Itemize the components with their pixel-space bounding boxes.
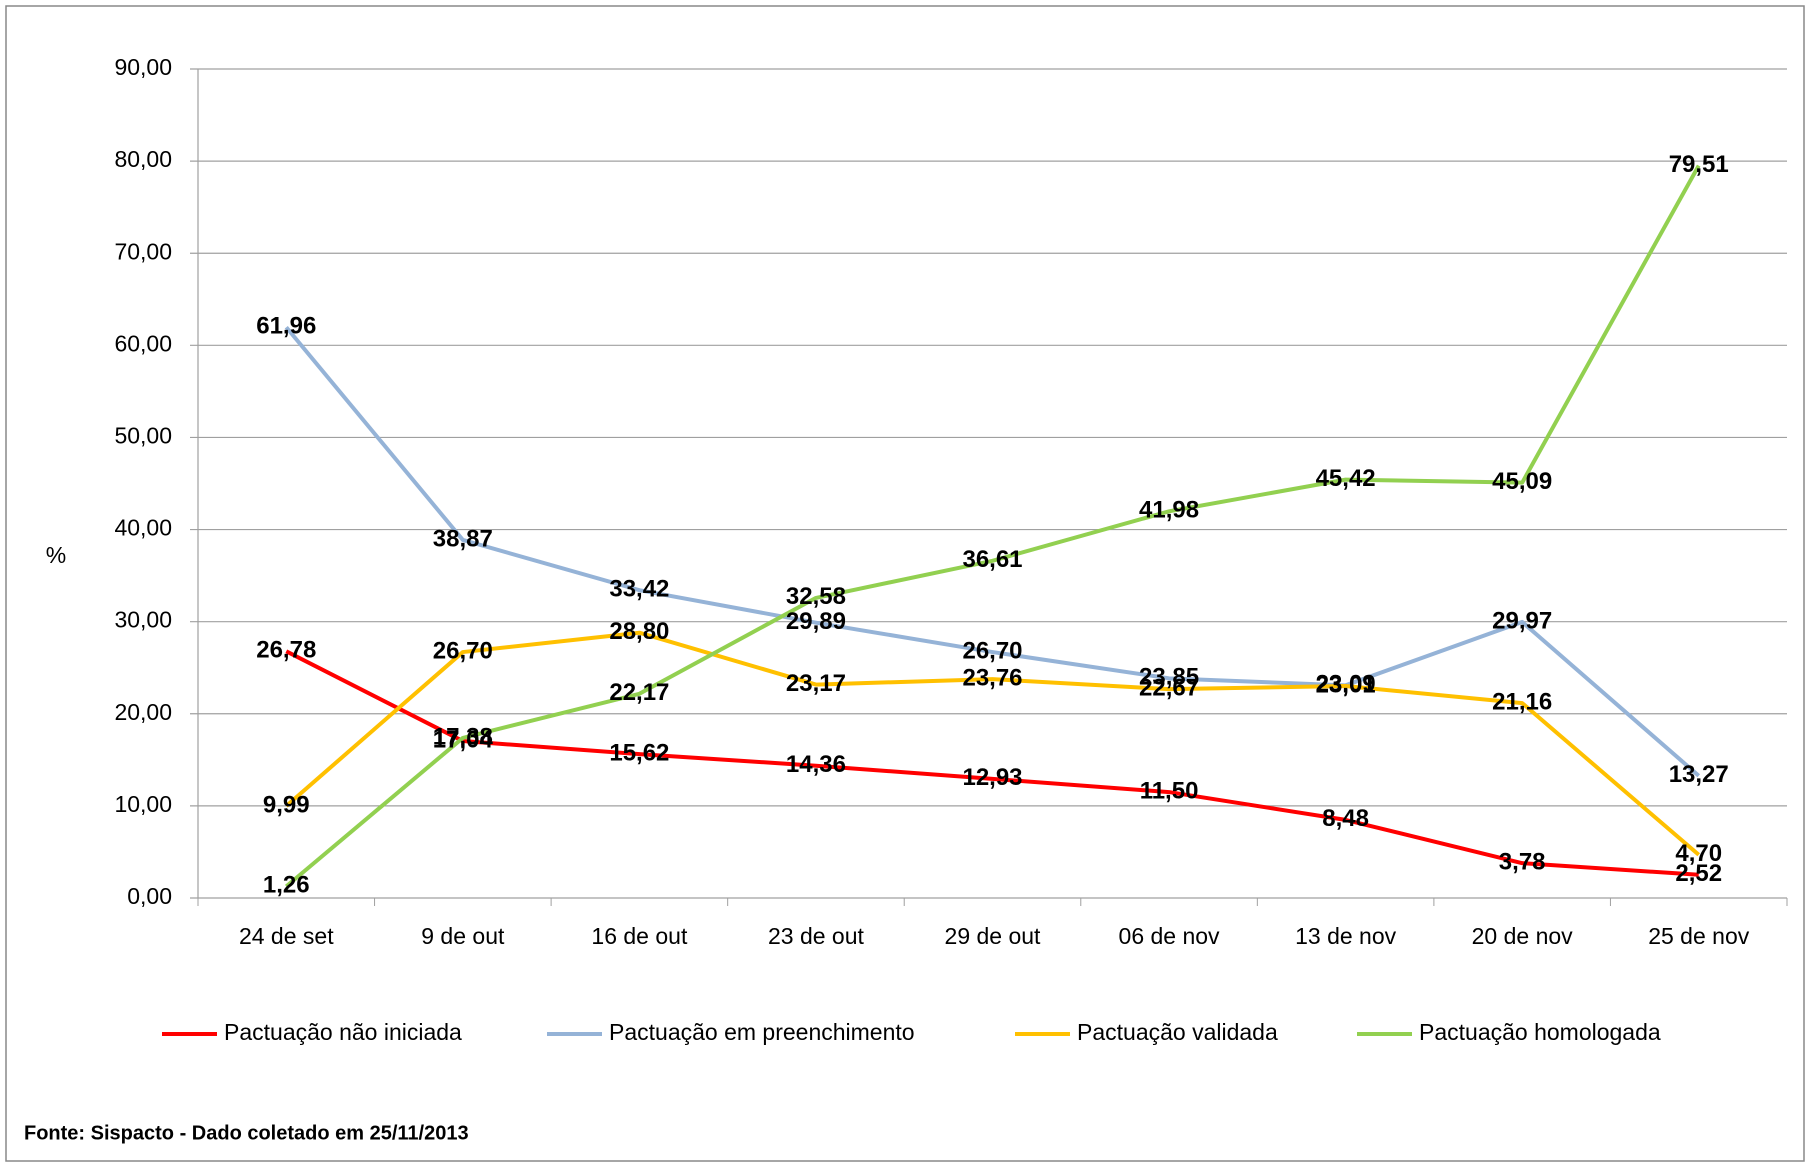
data-label: 28,80 [609,618,669,645]
legend-label: Pactuação homologada [1419,1019,1661,1045]
data-label: 1,26 [263,872,310,899]
series-line [285,649,1699,877]
data-label: 26,70 [433,637,493,664]
data-label: 11,50 [1140,777,1199,804]
data-label: 45,42 [1316,465,1376,492]
data-label: 14,36 [786,751,846,778]
data-label: 22,67 [1139,675,1199,702]
x-tick-label: 13 de nov [1295,923,1397,949]
data-label: 13,27 [1669,761,1729,788]
x-tick-label: 23 de out [768,923,865,949]
data-label: 79,51 [1669,151,1729,178]
source-note: Fonte: Sispacto - Dado coletado em 25/11… [24,1122,469,1144]
data-label: 23,76 [962,664,1022,691]
y-tick-label: 50,00 [114,423,172,449]
chart-border [5,5,1805,1162]
data-label: 32,58 [786,583,846,610]
y-axis-label: % [46,542,66,568]
data-label: 21,16 [1492,688,1552,715]
data-label: 22,17 [609,679,669,706]
data-label: 26,70 [962,637,1022,664]
data-label: 17,04 [433,726,494,753]
data-label: 29,97 [1492,607,1552,634]
legend-label: Pactuação em preenchimento [609,1019,915,1045]
x-tick-label: 25 de nov [1648,923,1750,949]
data-label: 17,38 [433,723,493,750]
data-label: 2,52 [1675,860,1722,887]
data-label: 23,85 [1139,664,1199,691]
x-tick-label: 20 de nov [1472,923,1574,949]
data-label: 4,70 [1675,840,1722,867]
y-tick-label: 10,00 [114,791,172,817]
data-label: 15,62 [609,739,669,766]
data-label: 41,98 [1139,497,1199,524]
data-label: 29,89 [786,608,846,635]
data-label: 26,78 [256,637,316,664]
data-label: 3,78 [1499,849,1546,876]
y-tick-label: 60,00 [114,330,172,356]
y-tick-label: 30,00 [114,607,172,633]
x-tick-label: 9 de out [421,923,505,949]
data-label: 23,09 [1316,671,1376,698]
series-line [284,630,1701,857]
series-line [284,326,1701,778]
data-label: 23,17 [786,670,846,697]
y-tick-label: 80,00 [114,146,172,172]
data-label: 45,09 [1492,468,1552,495]
data-label: 61,96 [256,313,316,340]
data-label: 36,61 [962,546,1022,573]
y-tick-label: 0,00 [127,883,172,909]
data-label: 33,42 [609,576,669,603]
y-tick-label: 20,00 [114,699,172,725]
data-label: 12,93 [962,764,1022,791]
data-label: 23,01 [1316,671,1376,698]
data-label: 9,99 [263,791,310,818]
y-tick-label: 40,00 [114,515,172,541]
y-tick-label: 90,00 [114,54,172,80]
x-tick-label: 24 de set [239,923,334,949]
x-tick-label: 16 de out [591,923,688,949]
legend-label: Pactuação não iniciada [224,1019,462,1045]
data-label: 38,87 [433,525,493,552]
series-line [284,164,1701,888]
x-tick-label: 06 de nov [1119,923,1221,949]
x-tick-label: 29 de out [945,923,1042,949]
data-label: 8,48 [1322,805,1369,832]
y-tick-label: 70,00 [114,238,172,264]
legend-label: Pactuação validada [1077,1019,1278,1045]
